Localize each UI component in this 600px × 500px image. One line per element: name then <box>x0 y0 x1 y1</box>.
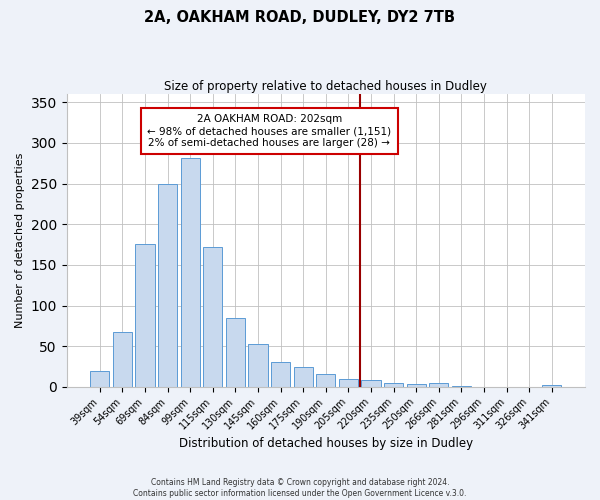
X-axis label: Distribution of detached houses by size in Dudley: Distribution of detached houses by size … <box>179 437 473 450</box>
Bar <box>384 382 403 387</box>
Bar <box>248 344 268 387</box>
Bar <box>452 386 471 387</box>
Bar <box>203 247 223 387</box>
Y-axis label: Number of detached properties: Number of detached properties <box>15 153 25 328</box>
Bar <box>136 244 155 387</box>
Text: 2A OAKHAM ROAD: 202sqm
← 98% of detached houses are smaller (1,151)
2% of semi-d: 2A OAKHAM ROAD: 202sqm ← 98% of detached… <box>147 114 391 148</box>
Text: 2A, OAKHAM ROAD, DUDLEY, DY2 7TB: 2A, OAKHAM ROAD, DUDLEY, DY2 7TB <box>145 10 455 25</box>
Bar <box>407 384 426 387</box>
Bar <box>316 374 335 387</box>
Bar <box>429 382 448 387</box>
Bar <box>113 332 132 387</box>
Title: Size of property relative to detached houses in Dudley: Size of property relative to detached ho… <box>164 80 487 93</box>
Bar <box>226 318 245 387</box>
Bar <box>158 184 177 387</box>
Bar <box>271 362 290 387</box>
Bar <box>181 158 200 387</box>
Bar <box>542 385 562 387</box>
Bar <box>293 368 313 387</box>
Bar <box>90 370 109 387</box>
Bar <box>361 380 380 387</box>
Text: Contains HM Land Registry data © Crown copyright and database right 2024.
Contai: Contains HM Land Registry data © Crown c… <box>133 478 467 498</box>
Bar <box>339 378 358 387</box>
